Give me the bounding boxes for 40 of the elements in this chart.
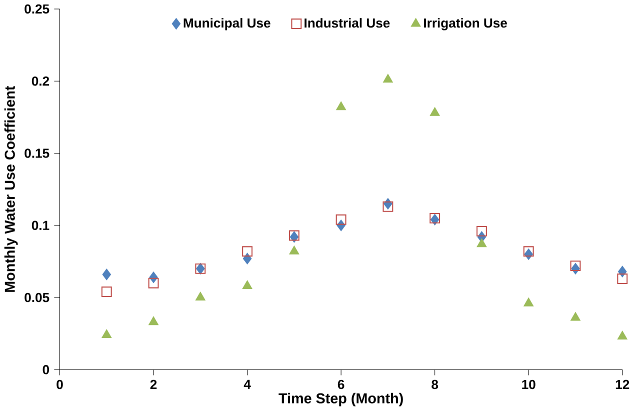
y-tick-label: 0.25 [24, 4, 50, 14]
point [336, 214, 346, 226]
point [101, 286, 112, 298]
y-tick-label: 0.15 [24, 148, 50, 158]
y-tick-label: 0 [42, 365, 50, 374]
point [570, 312, 581, 321]
point [195, 292, 206, 301]
point [430, 107, 440, 116]
y-tick-label: 0.05 [24, 293, 50, 302]
point [289, 246, 300, 255]
legend-label: Irrigation Use [424, 18, 507, 30]
x-tick-label: 12 [616, 380, 630, 390]
point [336, 102, 346, 110]
x-tick-label: 10 [522, 380, 536, 390]
y-tick-label: 0.1 [32, 220, 50, 230]
point [570, 260, 581, 272]
point [102, 329, 112, 338]
x-tick-label: 8 [432, 380, 438, 390]
point [382, 74, 393, 83]
y-axis-title: Monthly Water Use Coefficient [4, 86, 18, 292]
y-tick-label: 0.2 [32, 76, 50, 86]
legend-label: Industrial Use [304, 18, 390, 28]
x-tick-label: 0 [56, 380, 63, 390]
x-axis-title: Time Step (Month) [278, 393, 403, 406]
point [242, 280, 252, 290]
x-tick-label: 2 [150, 380, 157, 390]
point [476, 226, 487, 237]
point [476, 238, 487, 248]
point [148, 316, 159, 326]
point [523, 246, 534, 257]
point [382, 202, 394, 212]
point [617, 274, 628, 284]
x-tick-label: 6 [338, 380, 344, 390]
point [524, 298, 534, 307]
point [242, 246, 253, 257]
point [242, 253, 252, 265]
point [148, 278, 159, 289]
point [102, 268, 112, 280]
x-tick-label: 4 [244, 380, 251, 390]
legend-label: Municipal Use [184, 18, 270, 30]
